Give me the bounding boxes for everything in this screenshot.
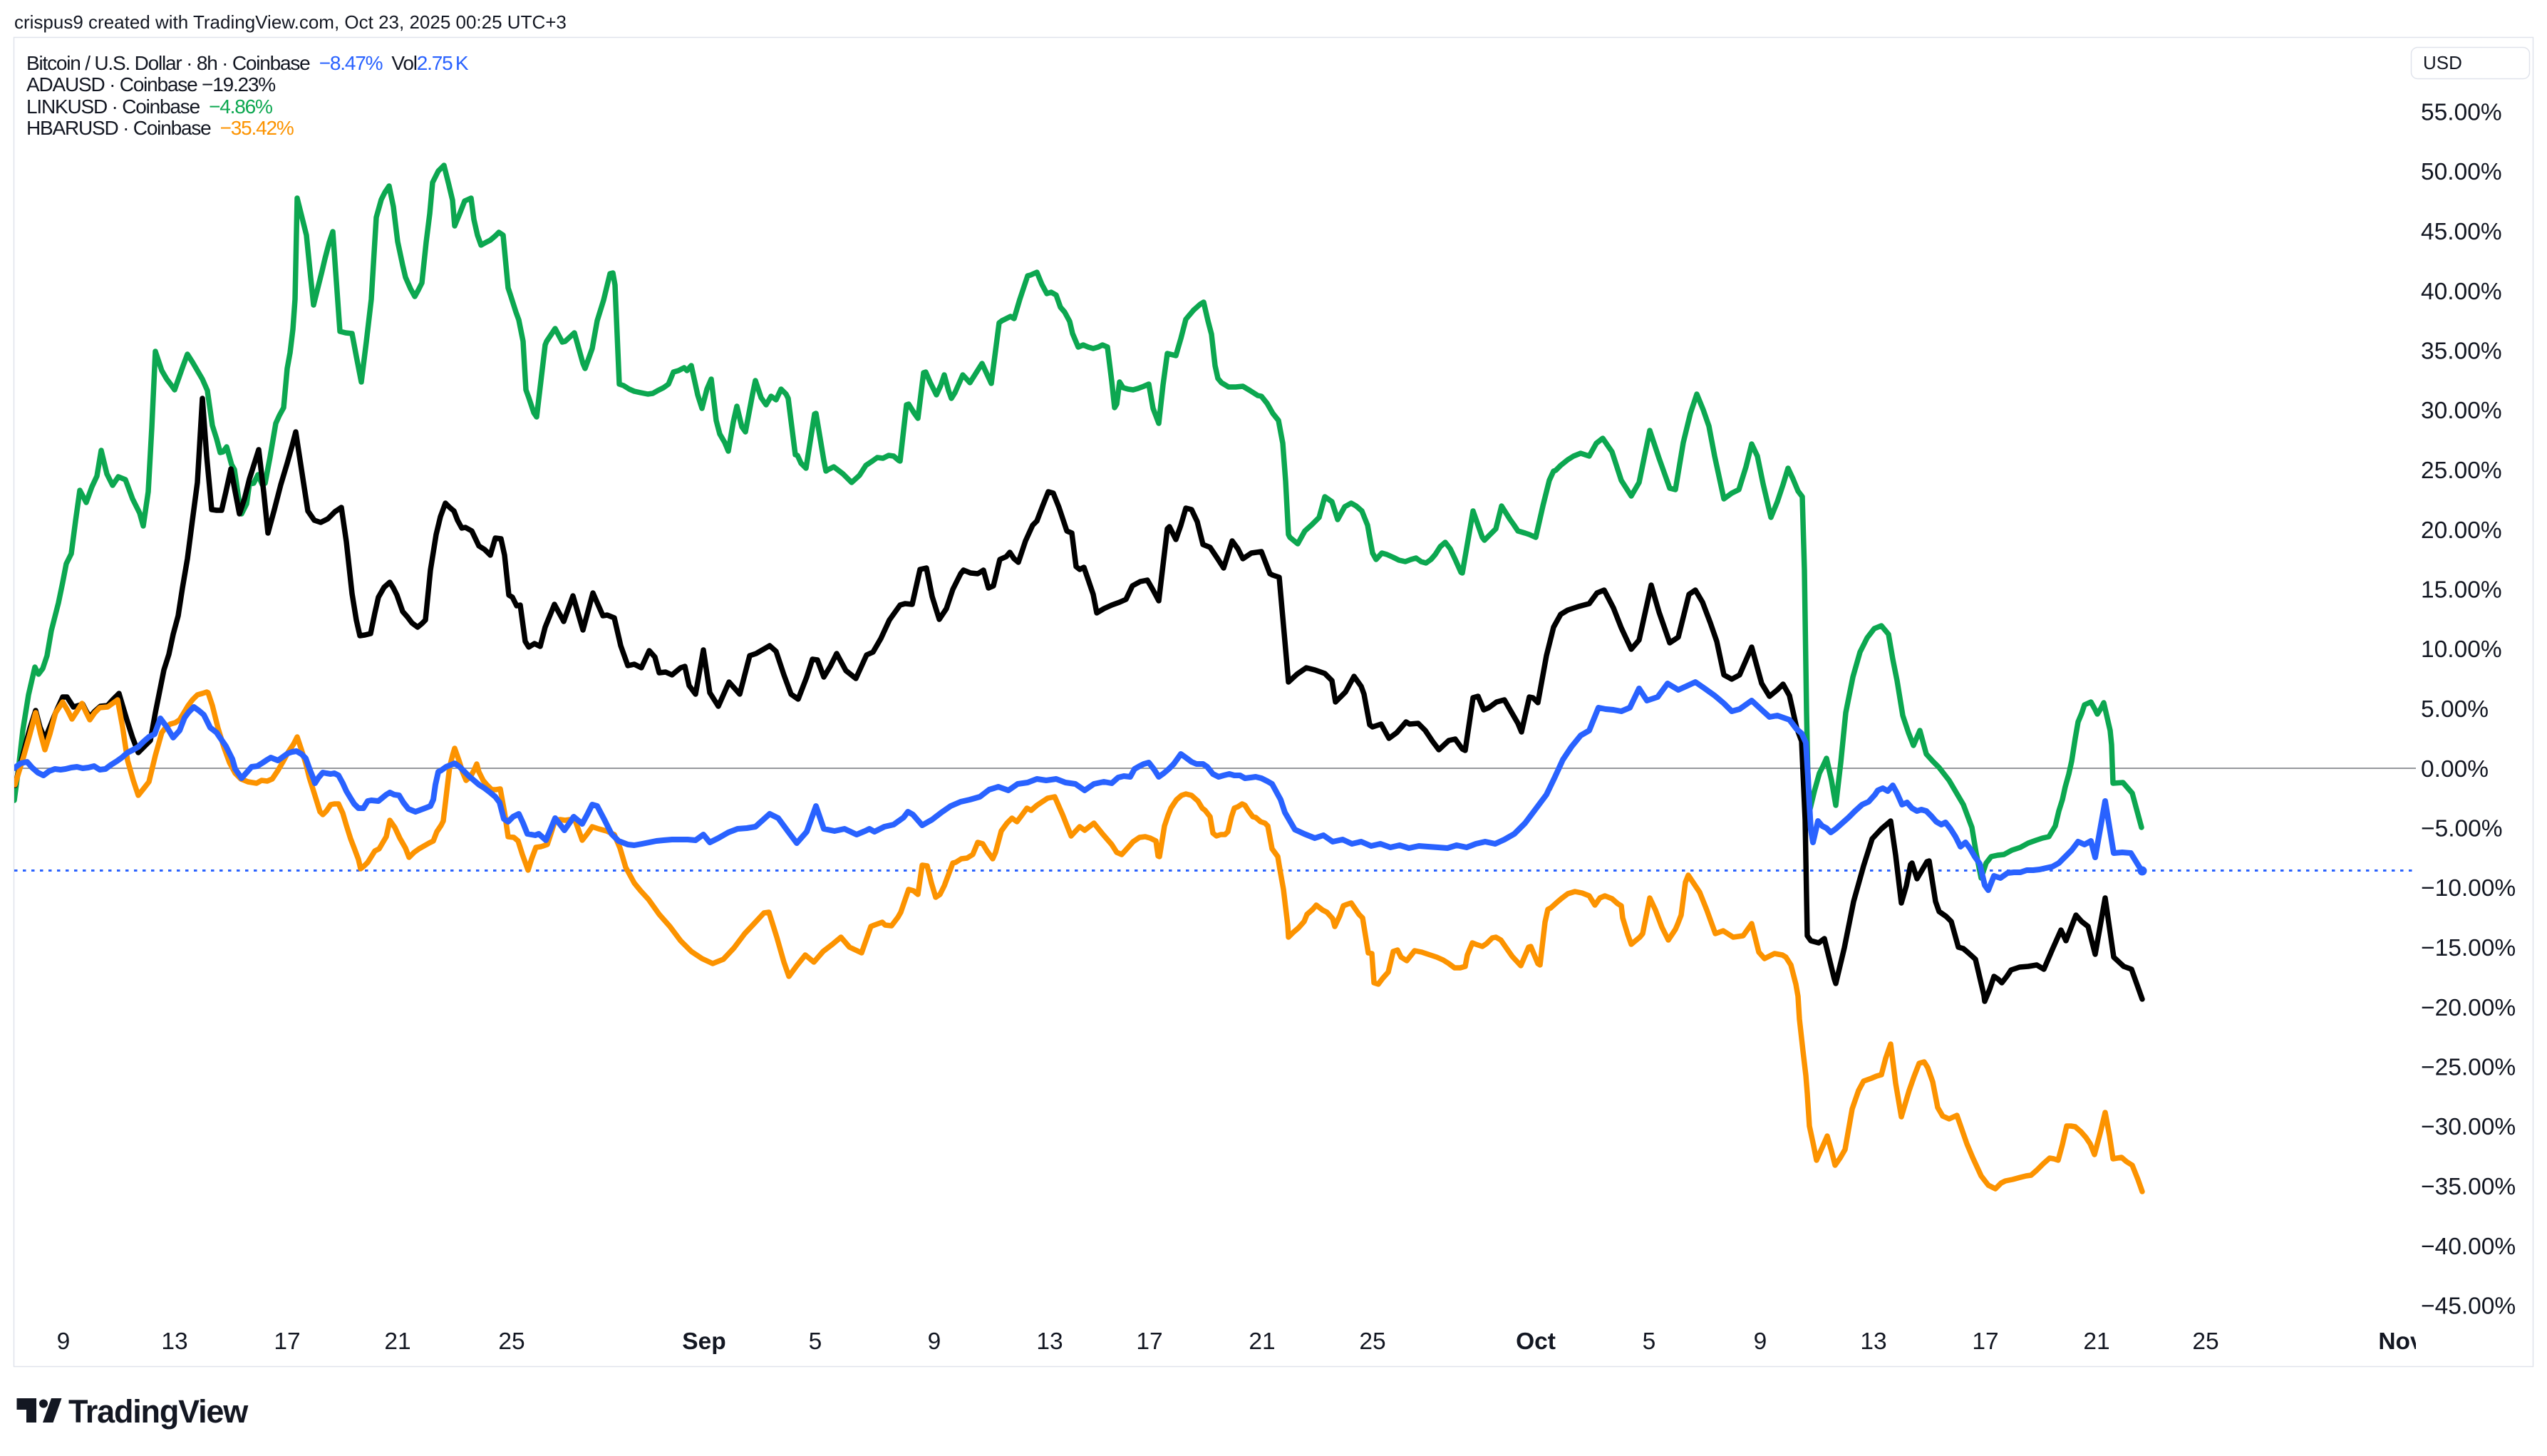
svg-text:20.00%: 20.00% [2421,517,2502,544]
svg-text:10.00%: 10.00% [2421,636,2502,663]
svg-text:25: 25 [2192,1328,2218,1355]
svg-text:50.00%: 50.00% [2421,159,2502,185]
svg-text:ADAUSD · Coinbase −19.23%: ADAUSD · Coinbase −19.23% [26,73,275,95]
svg-text:USD: USD [2423,52,2462,73]
svg-text:25: 25 [498,1328,525,1355]
svg-text:9: 9 [1754,1328,1767,1355]
svg-text:5.00%: 5.00% [2421,696,2489,723]
svg-text:−30.00%: −30.00% [2421,1114,2516,1140]
svg-text:Nov: Nov [2378,1328,2424,1355]
svg-text:55.00%: 55.00% [2421,100,2502,126]
svg-text:15.00%: 15.00% [2421,577,2502,604]
svg-text:−20.00%: −20.00% [2421,995,2516,1021]
svg-text:−40.00%: −40.00% [2421,1234,2516,1260]
svg-text:TradingView: TradingView [68,1393,249,1430]
svg-text:17: 17 [1136,1328,1162,1355]
svg-text:35.00%: 35.00% [2421,339,2502,365]
svg-text:40.00%: 40.00% [2421,279,2502,305]
svg-text:−45.00%: −45.00% [2421,1294,2516,1320]
svg-text:13: 13 [161,1328,187,1355]
svg-text:5: 5 [1643,1328,1656,1355]
svg-text:17: 17 [274,1328,300,1355]
svg-text:9: 9 [57,1328,71,1355]
svg-text:crispus9 created with TradingV: crispus9 created with TradingView.com, O… [14,11,567,33]
svg-text:−15.00%: −15.00% [2421,935,2516,961]
svg-text:25: 25 [1359,1328,1385,1355]
svg-text:−25.00%: −25.00% [2421,1055,2516,1081]
svg-text:5: 5 [809,1328,822,1355]
svg-text:21: 21 [1249,1328,1275,1355]
svg-text:−35.00%: −35.00% [2421,1174,2516,1200]
svg-text:13: 13 [1036,1328,1063,1355]
svg-text:17: 17 [1972,1328,1998,1355]
svg-text:25.00%: 25.00% [2421,458,2502,484]
svg-text:Sep: Sep [682,1328,725,1355]
svg-text:9: 9 [928,1328,941,1355]
svg-text:0.00%: 0.00% [2421,756,2489,783]
svg-text:13: 13 [1860,1328,1886,1355]
svg-text:LINKUSD · Coinbase −4.86%: LINKUSD · Coinbase −4.86% [26,95,272,118]
svg-text:45.00%: 45.00% [2421,219,2502,245]
svg-text:Oct: Oct [1516,1328,1556,1355]
svg-text:21: 21 [2083,1328,2109,1355]
svg-text:21: 21 [384,1328,410,1355]
svg-text:−5.00%: −5.00% [2421,816,2503,842]
svg-text:30.00%: 30.00% [2421,398,2502,424]
svg-text:−10.00%: −10.00% [2421,875,2516,902]
svg-text:Bitcoin / U.S. Dollar · 8h · C: Bitcoin / U.S. Dollar · 8h · Coinbase −8… [26,52,469,74]
svg-text:HBARUSD · Coinbase −35.42%: HBARUSD · Coinbase −35.42% [26,117,294,139]
